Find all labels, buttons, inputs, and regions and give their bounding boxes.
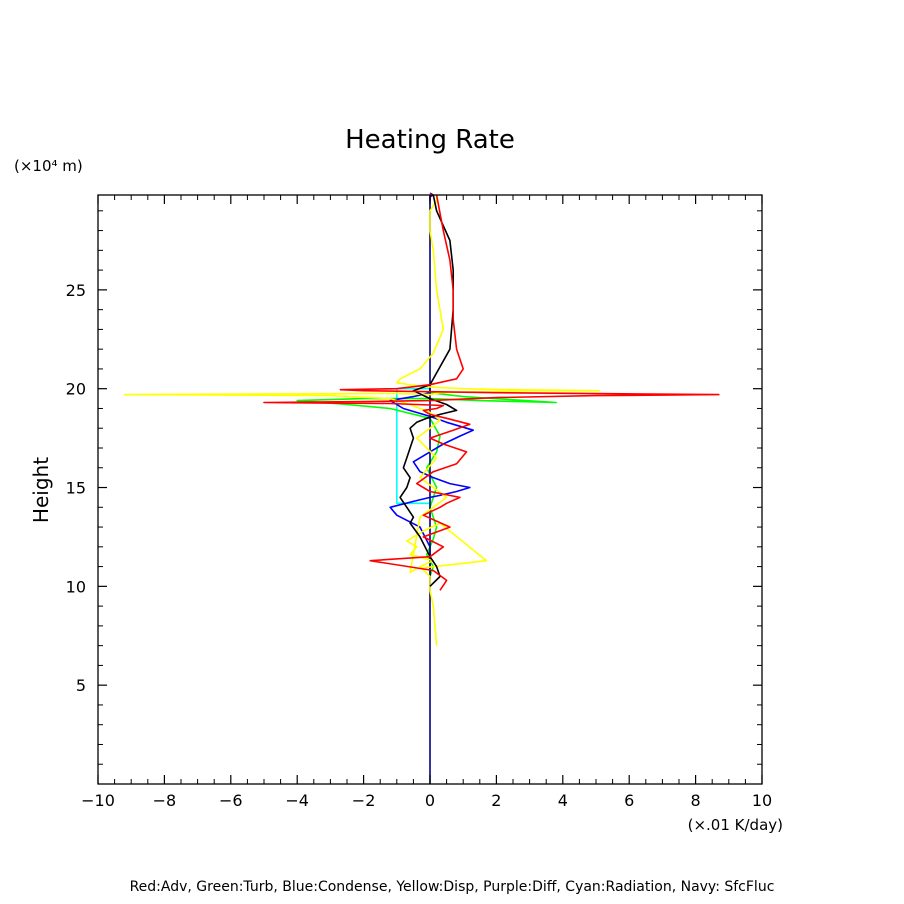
legend-text: Red:Adv, Green:Turb, Blue:Condense, Yell… bbox=[130, 879, 775, 895]
y-tick-label: 15 bbox=[66, 479, 86, 498]
series-line-disp bbox=[123, 195, 601, 646]
y-axis-label: Height bbox=[29, 457, 53, 523]
y-tick-label: 10 bbox=[66, 577, 86, 596]
y-axis-unit: (×10⁴ m) bbox=[14, 157, 83, 175]
x-tick-label: −2 bbox=[352, 791, 376, 810]
x-tick-label: 4 bbox=[558, 791, 568, 810]
series-line-black bbox=[399, 194, 458, 587]
series-line-adv bbox=[263, 194, 720, 591]
x-tick-label: −8 bbox=[153, 791, 177, 810]
series-line-radiation bbox=[395, 384, 431, 518]
series-line-condense bbox=[389, 384, 475, 587]
axis-ticks: −10 −8 −6 −4 −2 0 2 4 6 8 10 5 10 15 20 25 bbox=[66, 195, 772, 810]
y-tick-label: 20 bbox=[66, 380, 86, 399]
y-tick-label: 25 bbox=[66, 281, 86, 300]
x-tick-label: 8 bbox=[691, 791, 701, 810]
plot-data bbox=[123, 192, 720, 784]
x-tick-label: −10 bbox=[81, 791, 115, 810]
x-axis-unit: (×.01 K/day) bbox=[688, 816, 783, 834]
plot-frame bbox=[97, 194, 763, 785]
y-tick-label: 5 bbox=[76, 676, 86, 695]
x-tick-label: 2 bbox=[491, 791, 501, 810]
x-tick-label: −6 bbox=[219, 791, 243, 810]
x-tick-label: −4 bbox=[285, 791, 309, 810]
x-tick-label: 10 bbox=[752, 791, 772, 810]
x-tick-label: 0 bbox=[425, 791, 435, 810]
x-tick-label: 6 bbox=[624, 791, 634, 810]
chart-title: Heating Rate bbox=[345, 125, 515, 155]
series-line-turb bbox=[296, 384, 558, 577]
